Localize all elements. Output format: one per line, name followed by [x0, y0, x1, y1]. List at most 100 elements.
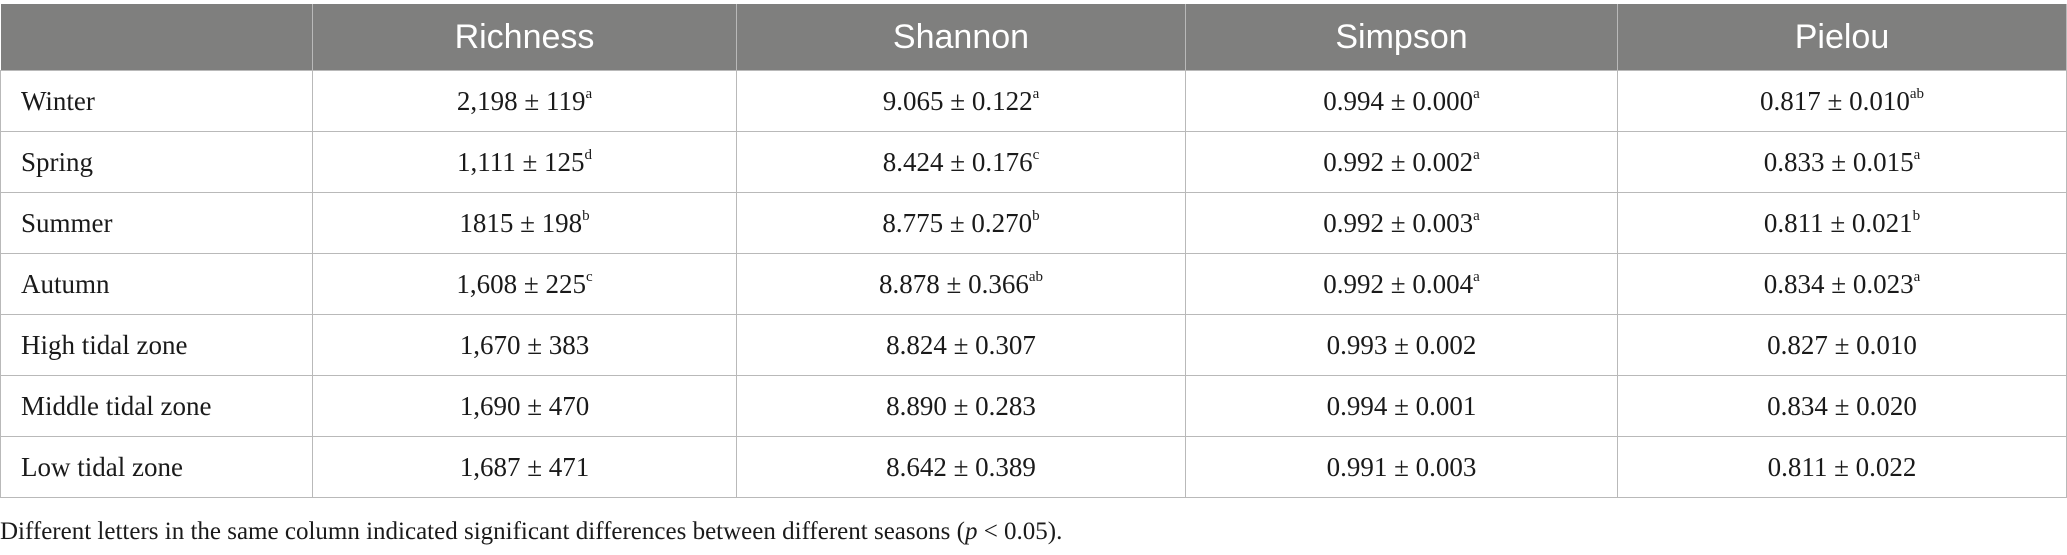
cell-value: 0.827 ± 0.010: [1767, 329, 1917, 360]
table-row: High tidal zone 1,670 ± 383 8.824 ± 0.307 0…: [0, 314, 2067, 376]
cell-value: 0.834 ± 0.023: [1763, 268, 1914, 299]
footnote-text-before: Different letters in the same column ind…: [0, 518, 965, 545]
cell-simpson: 0.992 ± 0.004a: [1185, 253, 1618, 315]
header-richness: Richness: [312, 4, 737, 71]
significance-superscript: b: [1912, 207, 1921, 224]
cell-value: 1,670 ± 383: [459, 329, 590, 360]
header-row: Richness Shannon Simpson Pielou: [0, 4, 2067, 71]
cell-value: 9.065 ± 0.122: [882, 85, 1033, 116]
header-corner: [0, 4, 313, 71]
cell-value: 8.642 ± 0.389: [886, 451, 1036, 482]
cell-shannon: 8.878 ± 0.366ab: [736, 253, 1186, 315]
significance-superscript: a: [1473, 146, 1480, 163]
cell-shannon: 8.424 ± 0.176c: [736, 131, 1186, 193]
cell-shannon: 9.065 ± 0.122a: [736, 70, 1186, 132]
table-row: Autumn 1,608 ± 225c 8.878 ± 0.366ab 0.992 ±…: [0, 253, 2067, 315]
significance-superscript: a: [1913, 146, 1921, 163]
cell-value: 2,198 ± 119: [456, 85, 586, 116]
cell-value: 8.890 ± 0.283: [886, 390, 1036, 421]
cell-value: 8.424 ± 0.176: [882, 146, 1033, 177]
cell-richness: 1,670 ± 383: [312, 314, 737, 376]
cell-value: 8.824 ± 0.307: [886, 329, 1036, 360]
cell-value: 0.817 ± 0.010: [1760, 85, 1910, 116]
table-header: Richness Shannon Simpson Pielou: [0, 4, 2067, 71]
cell-simpson: 0.993 ± 0.002: [1185, 314, 1618, 376]
cell-value: 0.834 ± 0.020: [1767, 390, 1917, 421]
cell-value: 8.878 ± 0.366: [879, 268, 1029, 299]
significance-superscript: ab: [1028, 268, 1043, 285]
cell-pielou: 0.834 ± 0.023a: [1617, 253, 2067, 315]
significance-superscript: b: [582, 207, 590, 224]
cell-value: 1,690 ± 470: [459, 390, 590, 421]
cell-richness: 1,687 ± 471: [312, 436, 737, 498]
row-label: Winter: [0, 70, 313, 132]
cell-richness: 1,690 ± 470: [312, 375, 737, 437]
cell-value: 0.992 ± 0.002: [1323, 146, 1474, 177]
cell-pielou: 0.817 ± 0.010ab: [1617, 70, 2067, 132]
row-label: High tidal zone: [0, 314, 313, 376]
cell-value: 8.775 ± 0.270: [882, 207, 1033, 238]
table-row: Middle tidal zone 1,690 ± 470 8.890 ± 0.28…: [0, 375, 2067, 437]
table-footnote: Different letters in the same column ind…: [0, 518, 1062, 546]
cell-pielou: 0.811 ± 0.021b: [1617, 192, 2067, 254]
table-row: Spring 1,111 ± 125d 8.424 ± 0.176c 0.992 ± …: [0, 131, 2067, 193]
cell-richness: 1,111 ± 125d: [312, 131, 737, 193]
cell-value: 0.992 ± 0.004: [1323, 268, 1474, 299]
significance-superscript: a: [1473, 85, 1480, 102]
footnote-text-after: < 0.05).: [977, 518, 1063, 545]
significance-superscript: b: [1032, 207, 1040, 224]
table-body: Winter 2,198 ± 119a 9.065 ± 0.122a 0.994 ± …: [0, 70, 2067, 498]
cell-value: 0.993 ± 0.002: [1326, 329, 1477, 360]
cell-value: 0.833 ± 0.015: [1763, 146, 1914, 177]
cell-shannon: 8.775 ± 0.270b: [736, 192, 1186, 254]
significance-superscript: a: [1473, 207, 1480, 224]
cell-value: 0.811 ± 0.021: [1763, 207, 1913, 238]
cell-value: 0.994 ± 0.000: [1323, 85, 1474, 116]
header-shannon: Shannon: [736, 4, 1186, 71]
significance-superscript: a: [585, 85, 593, 102]
cell-simpson: 0.991 ± 0.003: [1185, 436, 1618, 498]
cell-value: 1815 ± 198: [459, 207, 583, 238]
row-label: Spring: [0, 131, 313, 193]
header-simpson: Simpson: [1185, 4, 1618, 71]
cell-richness: 2,198 ± 119a: [312, 70, 737, 132]
table-row: Summer 1815 ± 198b 8.775 ± 0.270b 0.992 ± 0…: [0, 192, 2067, 254]
cell-shannon: 8.642 ± 0.389: [736, 436, 1186, 498]
table-row: Low tidal zone 1,687 ± 471 8.642 ± 0.389 0.…: [0, 436, 2067, 498]
cell-shannon: 8.824 ± 0.307: [736, 314, 1186, 376]
row-label: Autumn: [0, 253, 313, 315]
table-row: Winter 2,198 ± 119a 9.065 ± 0.122a 0.994 ± …: [0, 70, 2067, 132]
cell-value: 1,687 ± 471: [459, 451, 590, 482]
cell-simpson: 0.992 ± 0.003a: [1185, 192, 1618, 254]
row-label: Low tidal zone: [0, 436, 313, 498]
cell-pielou: 0.811 ± 0.022: [1617, 436, 2067, 498]
significance-superscript: a: [1913, 268, 1921, 285]
significance-superscript: c: [585, 268, 593, 285]
cell-value: 1,608 ± 225: [456, 268, 586, 299]
cell-value: 1,111 ± 125: [456, 146, 585, 177]
cell-simpson: 0.994 ± 0.000a: [1185, 70, 1618, 132]
cell-simpson: 0.994 ± 0.001: [1185, 375, 1618, 437]
cell-value: 0.992 ± 0.003: [1323, 207, 1474, 238]
header-pielou: Pielou: [1617, 4, 2067, 71]
row-label: Middle tidal zone: [0, 375, 313, 437]
significance-superscript: ab: [1909, 85, 1924, 102]
diversity-table-container: Richness Shannon Simpson Pielou Winter 2,…: [0, 4, 2067, 498]
cell-value: 0.991 ± 0.003: [1326, 451, 1477, 482]
cell-richness: 1,608 ± 225c: [312, 253, 737, 315]
row-label: Summer: [0, 192, 313, 254]
significance-superscript: d: [584, 146, 593, 163]
cell-value: 0.994 ± 0.001: [1326, 390, 1477, 421]
cell-pielou: 0.827 ± 0.010: [1617, 314, 2067, 376]
cell-value: 0.811 ± 0.022: [1767, 451, 1917, 482]
footnote-italic-p: p: [964, 518, 978, 545]
significance-superscript: a: [1473, 268, 1480, 285]
significance-superscript: a: [1032, 85, 1040, 102]
cell-shannon: 8.890 ± 0.283: [736, 375, 1186, 437]
diversity-table: Richness Shannon Simpson Pielou Winter 2,…: [0, 4, 2067, 498]
cell-pielou: 0.833 ± 0.015a: [1617, 131, 2067, 193]
cell-simpson: 0.992 ± 0.002a: [1185, 131, 1618, 193]
cell-richness: 1815 ± 198b: [312, 192, 737, 254]
significance-superscript: c: [1032, 146, 1040, 163]
cell-pielou: 0.834 ± 0.020: [1617, 375, 2067, 437]
